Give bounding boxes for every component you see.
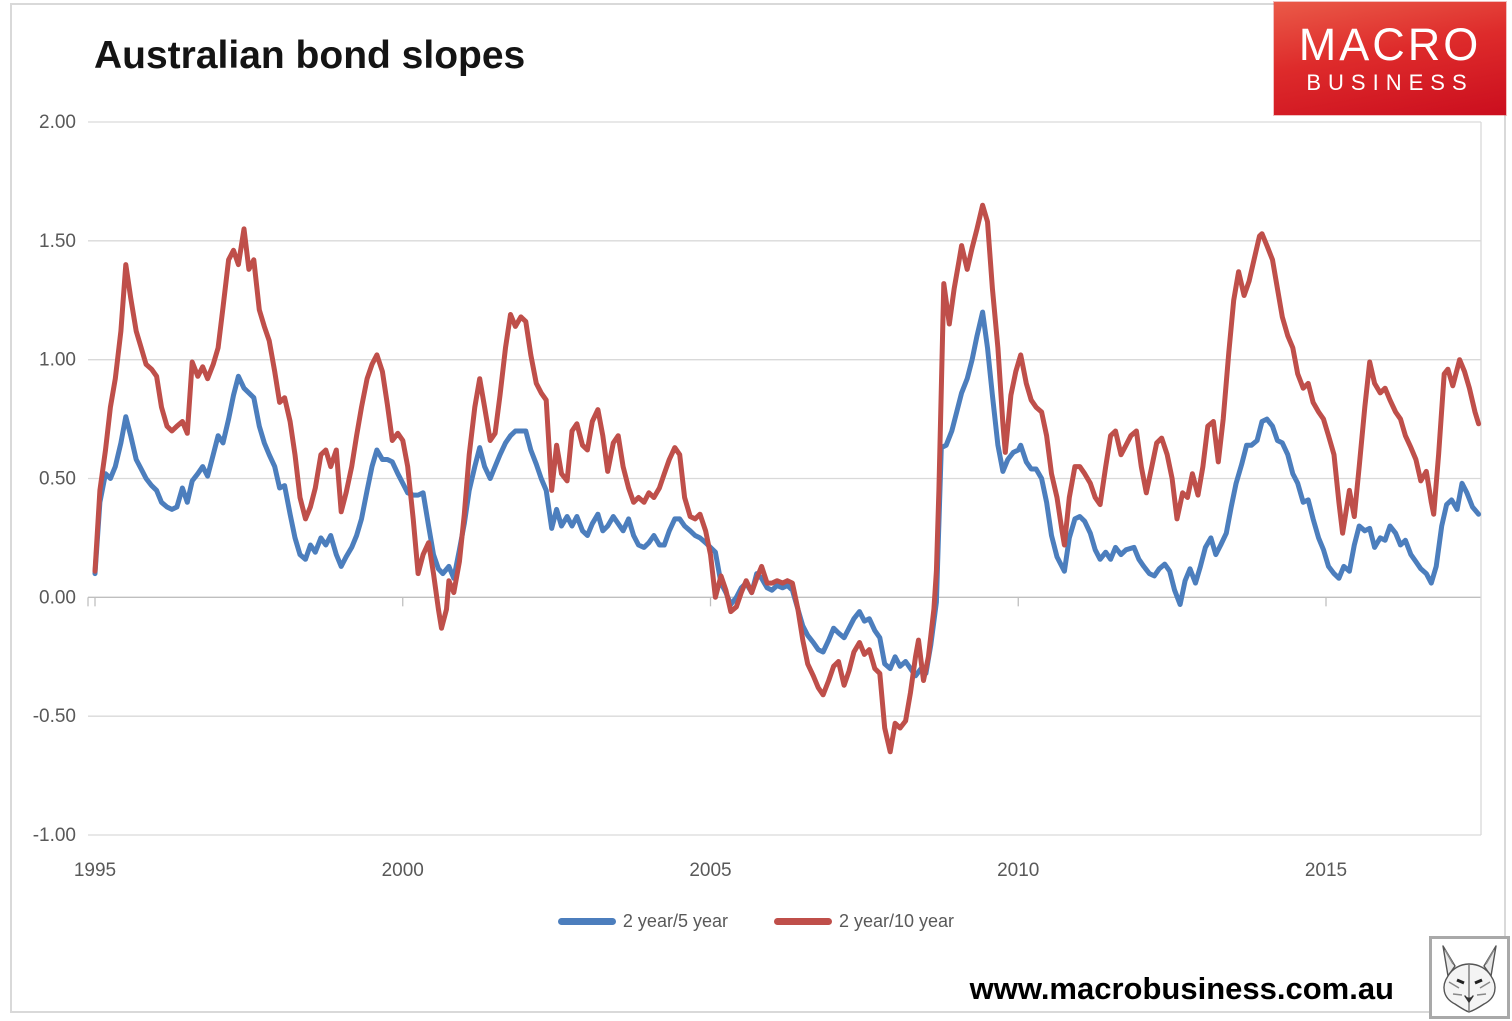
legend-item-2y10y: 2 year/10 year bbox=[773, 910, 955, 932]
macrobusiness-logo-line2: BUSINESS bbox=[1306, 69, 1474, 95]
chart-frame bbox=[10, 3, 1506, 1013]
y-axis-tick-label: 1.00 bbox=[39, 350, 76, 371]
series-line-2y10y bbox=[92, 202, 1482, 755]
series-line-2y5y bbox=[92, 309, 1482, 679]
x-axis-tick-label: 1995 bbox=[74, 860, 116, 881]
wolf-logo-box bbox=[1429, 936, 1510, 1019]
y-axis-tick-label: 1.50 bbox=[39, 231, 76, 252]
y-axis-tick-label: -0.50 bbox=[33, 706, 76, 727]
y-axis-tick-label: -1.00 bbox=[33, 825, 76, 846]
wolf-sketch-icon bbox=[1442, 945, 1497, 1013]
macrobusiness-logo: MACRO BUSINESS bbox=[1274, 2, 1506, 115]
legend-label: 2 year/5 year bbox=[622, 910, 728, 931]
x-axis-tick-label: 2010 bbox=[997, 860, 1039, 881]
chart-title: Australian bond slopes bbox=[94, 34, 526, 77]
legend-item-2y5y: 2 year/5 year bbox=[557, 910, 728, 932]
site-url: www.macrobusiness.com.au bbox=[969, 971, 1394, 1006]
y-axis-tick-label: 0.50 bbox=[39, 469, 76, 490]
x-axis-tick-label: 2005 bbox=[689, 860, 731, 881]
legend-swatch-blue bbox=[557, 917, 616, 925]
x-axis-tick-label: 2015 bbox=[1305, 860, 1347, 881]
y-axis-tick-label: 2.00 bbox=[39, 112, 76, 133]
chart-legend: 2 year/5 year 2 year/10 year bbox=[0, 908, 1512, 934]
legend-swatch-red bbox=[773, 917, 832, 925]
y-axis-tick-label: 0.00 bbox=[39, 587, 76, 608]
macrobusiness-logo-line1: MACRO bbox=[1298, 18, 1482, 70]
legend-label: 2 year/10 year bbox=[838, 910, 955, 931]
x-axis-tick-label: 2000 bbox=[382, 860, 424, 881]
